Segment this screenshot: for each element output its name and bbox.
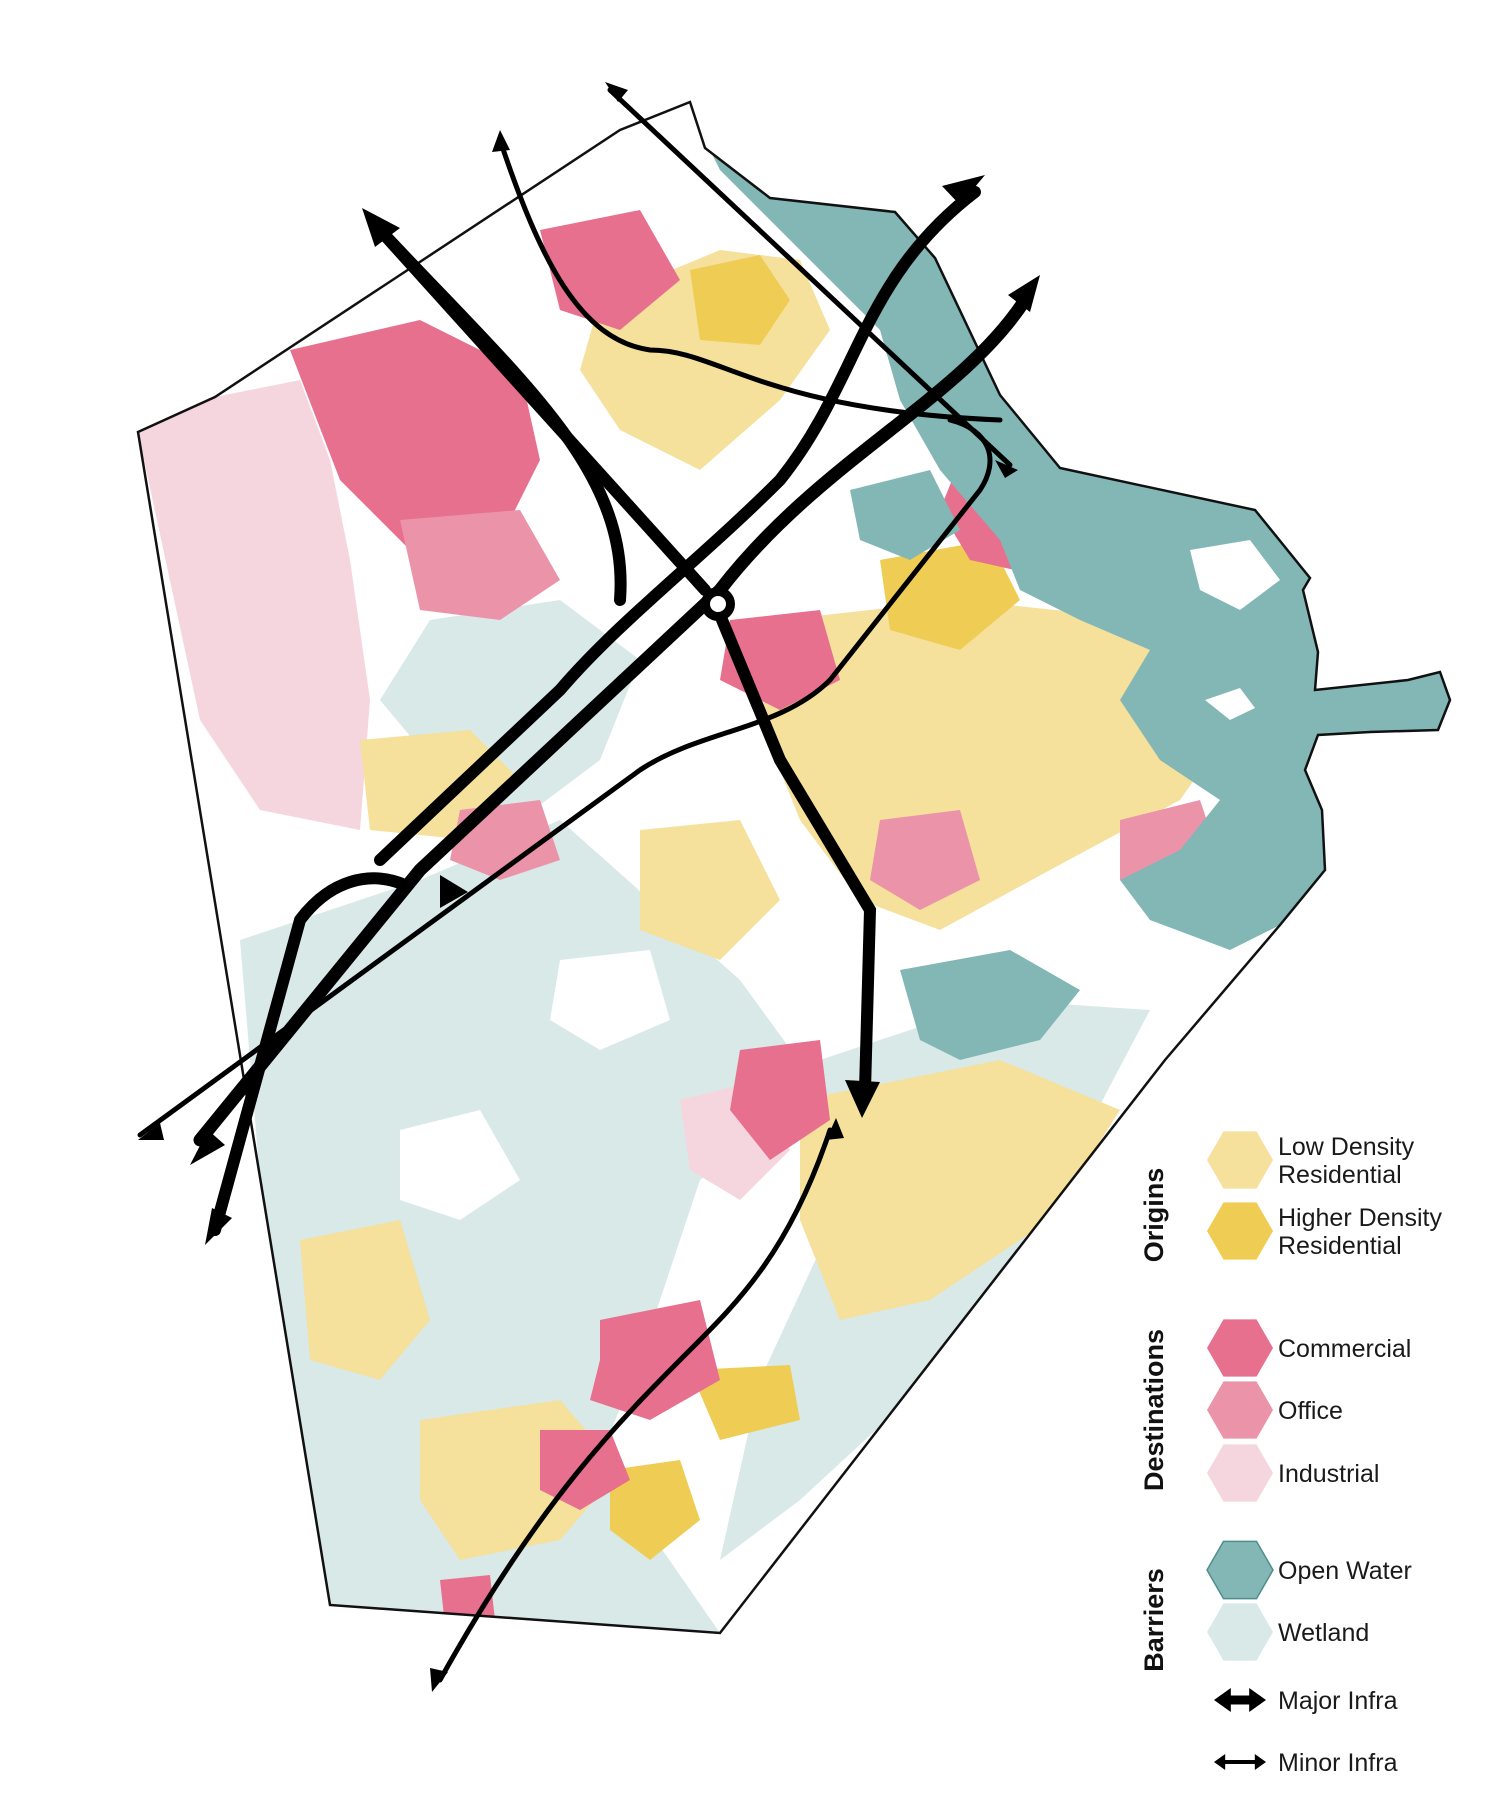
unclassified-area <box>1205 688 1255 720</box>
minor-infra-route <box>497 137 1003 423</box>
major-infra-route <box>374 186 981 866</box>
legend-swatch-higher-density <box>1207 1202 1273 1260</box>
route-arrowheads <box>138 82 1040 1692</box>
arrowhead <box>190 1130 225 1165</box>
industrial-zone <box>138 380 370 830</box>
unclassified-area <box>1190 540 1280 610</box>
minor-infra-route <box>437 1127 833 1683</box>
legend-label: Industrial <box>1278 1460 1379 1488</box>
study-area-boundary <box>136 100 1452 1635</box>
legend-label: Commercial <box>1278 1335 1411 1363</box>
major-infra-route <box>193 293 1032 1147</box>
legend-arrowhead <box>1214 1754 1226 1770</box>
higher-density-zone <box>690 1365 800 1440</box>
legend-label: Office <box>1278 1397 1343 1425</box>
legend-label: Residential <box>1278 1161 1402 1189</box>
low-density-zone <box>800 1060 1120 1320</box>
minor-infra-route <box>137 417 993 1138</box>
commercial-zone <box>730 1040 830 1160</box>
unclassified-area <box>550 950 670 1050</box>
interchange-node-center <box>710 596 726 612</box>
legend-arrowhead <box>1214 1688 1231 1712</box>
legend-label: Minor Infra <box>1278 1749 1398 1777</box>
legend-arrowhead <box>1254 1754 1266 1770</box>
minor-infra-route <box>607 87 1013 468</box>
legend-group-title: Origins <box>1139 1168 1169 1263</box>
arrowhead <box>430 1668 448 1692</box>
low-density-zone <box>640 820 780 960</box>
office-zone <box>400 510 560 620</box>
arrowhead <box>362 208 400 247</box>
legend-arrowhead <box>1249 1688 1266 1712</box>
minor-infrastructure <box>137 87 1013 1683</box>
legend-swatch-open-water <box>1206 1540 1274 1600</box>
major-infra-route <box>209 872 411 1236</box>
legend-label: Residential <box>1278 1232 1402 1260</box>
legend-swatch-commercial <box>1207 1319 1273 1377</box>
arrowhead <box>845 1080 880 1118</box>
open-water-zone <box>900 950 1080 1060</box>
legend-swatch-industrial <box>1207 1444 1273 1502</box>
arrowhead <box>605 82 628 102</box>
commercial-zone <box>590 1300 720 1420</box>
legend-swatch-wetland <box>1207 1603 1273 1661</box>
open-water-zone <box>850 470 960 560</box>
legend-swatch-office <box>1207 1381 1273 1439</box>
major-infra-route <box>714 609 877 1096</box>
office-zone <box>870 810 980 910</box>
legend-swatch-low-density <box>1207 1131 1273 1189</box>
unclassified-area <box>400 1110 520 1220</box>
arrowhead <box>942 175 985 205</box>
arrowhead <box>826 1118 844 1140</box>
legend-label: Major Infra <box>1278 1687 1398 1715</box>
higher-density-zone <box>690 255 790 345</box>
major-infrastructure <box>193 186 1032 1236</box>
legend-group-title: Destinations <box>1139 1329 1169 1491</box>
arrowhead <box>492 130 510 152</box>
arrowhead <box>440 875 468 908</box>
legend-label: Low Density <box>1278 1133 1415 1161</box>
higher-density-zone <box>610 1460 700 1560</box>
low-density-zone <box>300 1220 430 1380</box>
major-infra-route <box>374 224 627 606</box>
arrowhead <box>205 1208 232 1245</box>
arrowhead <box>138 1123 164 1140</box>
commercial-zone <box>290 320 540 560</box>
arrowhead <box>1008 275 1040 312</box>
legend-label: Higher Density <box>1278 1204 1442 1232</box>
wetland-zone <box>240 820 820 1633</box>
arrowhead <box>995 460 1018 478</box>
legend-group-title: Barriers <box>1139 1568 1169 1672</box>
legend-label: Open Water <box>1278 1557 1412 1585</box>
higher-density-zone <box>880 540 1020 650</box>
legend-label: Wetland <box>1278 1619 1369 1647</box>
